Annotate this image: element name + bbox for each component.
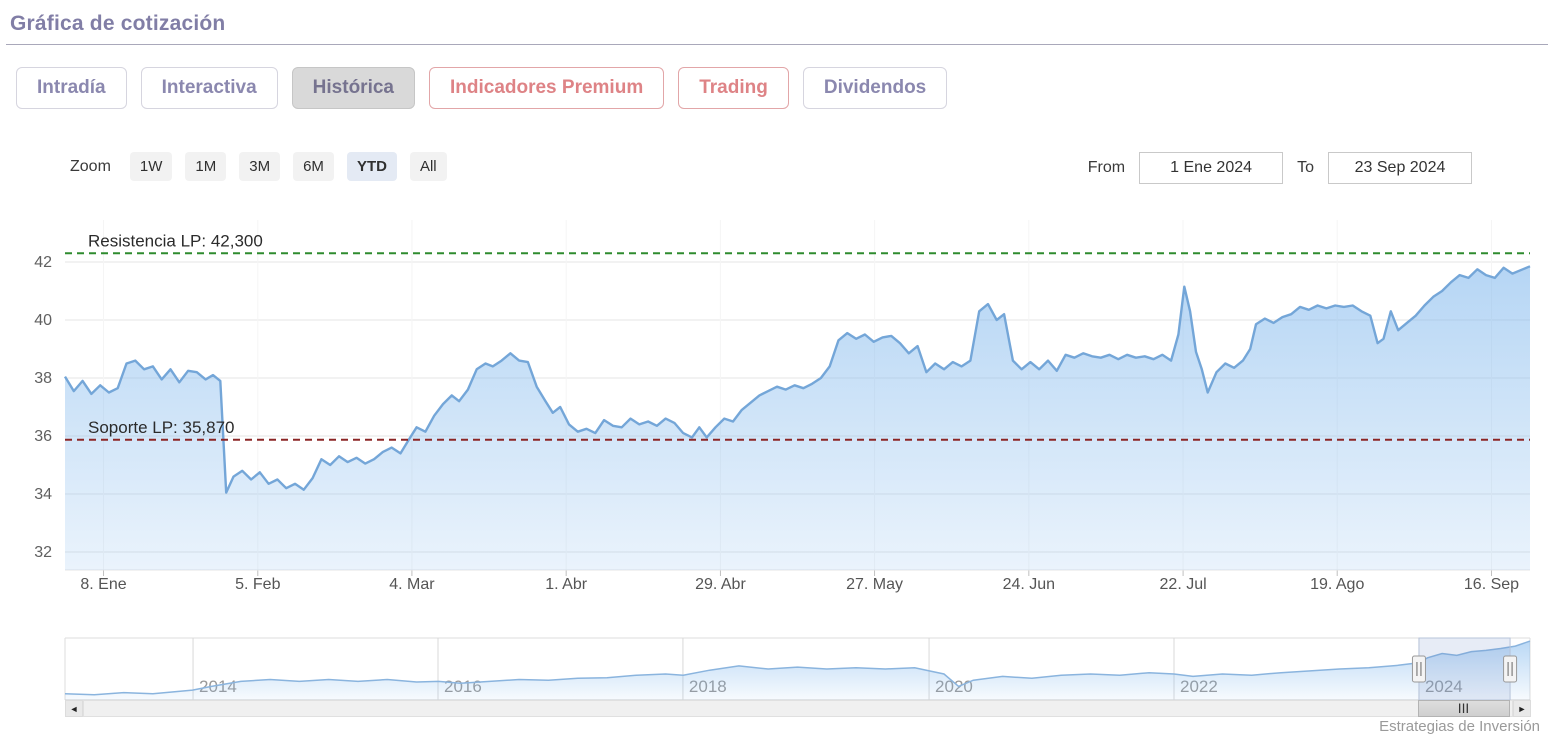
tab-intradia[interactable]: Intradía <box>16 67 127 109</box>
zoom-1w-button[interactable]: 1W <box>129 152 173 181</box>
from-label: From <box>1087 159 1126 176</box>
range-selector: Zoom 1W 1M 3M 6M YTD All From To <box>0 152 1562 188</box>
navigator-chart[interactable]: 201420162018202020222024 <box>0 630 1562 702</box>
navigator-right-handle[interactable] <box>1503 655 1518 683</box>
zoom-all-button[interactable]: All <box>409 152 447 181</box>
x-axis-label: 16. Sep <box>1464 576 1519 593</box>
chart-mode-tabs: Intradía Interactiva Histórica Indicador… <box>16 67 948 109</box>
zoom-label: Zoom <box>70 157 111 175</box>
x-axis-label: 8. Ene <box>80 576 126 593</box>
navigator-line-series <box>64 640 1531 696</box>
price-area-fill <box>65 266 1530 570</box>
resistance-label: Resistencia LP: 42,300 <box>88 231 263 250</box>
scrollbar-thumb[interactable]: ||| <box>1418 700 1510 717</box>
to-label: To <box>1297 159 1314 176</box>
x-axis-label: 24. Jun <box>1003 576 1055 593</box>
main-chart-plot-area[interactable] <box>65 220 1530 570</box>
navigator-left-handle[interactable] <box>1411 655 1426 683</box>
x-axis-label: 27. May <box>846 576 903 593</box>
y-axis-label: 38 <box>34 370 52 387</box>
y-axis-label: 40 <box>34 312 52 329</box>
x-axis-label: 19. Ago <box>1310 576 1364 593</box>
tab-historica[interactable]: Histórica <box>291 67 415 109</box>
scrollbar-track[interactable] <box>83 700 1513 717</box>
scrollbar-right-arrow-icon[interactable]: ► <box>1513 700 1531 717</box>
x-axis-label: 29. Abr <box>695 576 746 593</box>
zoom-button-group: Zoom 1W 1M 3M 6M YTD All <box>70 152 447 181</box>
navigator-area-fill <box>65 641 1530 700</box>
x-axis-label: 1. Abr <box>545 576 587 593</box>
support-label: Soporte LP: 35,870 <box>88 418 235 437</box>
from-date-input[interactable] <box>1139 152 1284 184</box>
navigator-selected-window[interactable] <box>1418 637 1511 701</box>
x-axis-label: 4. Mar <box>389 576 435 593</box>
zoom-3m-button[interactable]: 3M <box>239 152 281 181</box>
tab-interactiva[interactable]: Interactiva <box>140 67 278 109</box>
title-divider <box>6 44 1548 45</box>
tab-trading[interactable]: Trading <box>678 67 789 109</box>
zoom-ytd-button[interactable]: YTD <box>346 152 397 181</box>
zoom-6m-button[interactable]: 6M <box>293 152 334 181</box>
date-range-controls: From To <box>1088 152 1472 184</box>
x-axis-label: 22. Jul <box>1160 576 1207 593</box>
tab-indicadores-premium[interactable]: Indicadores Premium <box>428 67 665 109</box>
watermark-credits: Estrategias de Inversión <box>1379 718 1540 735</box>
tab-dividendos[interactable]: Dividendos <box>802 67 948 109</box>
y-axis-label: 42 <box>34 254 52 271</box>
page-title: Gráfica de cotización <box>10 12 226 35</box>
price-line-series <box>63 265 1531 494</box>
scrollbar-left-arrow-icon[interactable]: ◄ <box>65 700 83 717</box>
main-price-chart[interactable]: 42 40 38 36 34 32 8. Ene 5. Feb 4. Mar 1. Abr 29. … <box>0 205 1562 605</box>
x-axis-label: 5. Feb <box>235 576 280 593</box>
zoom-1m-button[interactable]: 1M <box>185 152 227 181</box>
y-axis-label: 32 <box>34 544 52 561</box>
y-axis-label: 36 <box>34 428 52 445</box>
to-date-input[interactable] <box>1328 152 1472 184</box>
y-axis-label: 34 <box>34 486 52 503</box>
